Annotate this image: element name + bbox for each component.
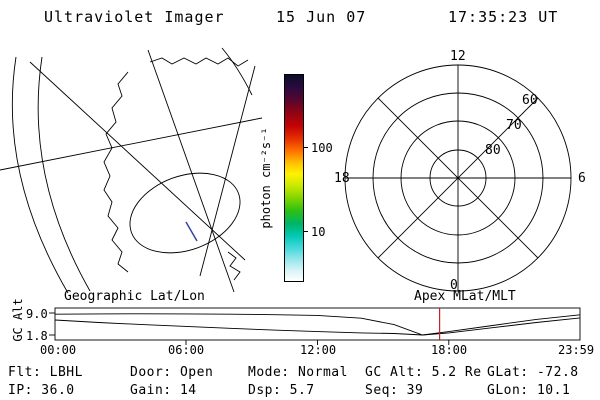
xtick-label-2359: 23:59 bbox=[558, 343, 595, 357]
xtick-label-1800: 18:00 bbox=[431, 343, 468, 357]
status-mode: Mode: Normal bbox=[248, 365, 348, 380]
meridian-line-2 bbox=[147, 49, 235, 293]
mlt-label-6: 6 bbox=[578, 171, 586, 186]
status-dsp: Dsp: 5.7 bbox=[248, 383, 315, 398]
colorbar-tick-10-label: 10 bbox=[311, 225, 326, 239]
ytick-label-1-8: 1.8 bbox=[26, 329, 48, 343]
gc-alt-strip-chart bbox=[49, 307, 581, 345]
fov-ellipse bbox=[129, 172, 241, 254]
date-label: 15 Jun 07 bbox=[276, 8, 367, 26]
left-panel-title: Geographic Lat/Lon bbox=[64, 289, 205, 304]
colorbar-units-label: photon cm⁻²s⁻¹ bbox=[259, 127, 273, 229]
colorbar-tick-100-mark bbox=[303, 147, 308, 148]
colorbar-tick-10-mark bbox=[303, 231, 308, 232]
xtick-label-0000: 00:00 bbox=[40, 343, 77, 357]
latitude-line bbox=[0, 117, 263, 171]
meridian-line-3 bbox=[199, 65, 256, 277]
mlt-label-0: 0 bbox=[450, 278, 458, 293]
status-ip: IP: 36.0 bbox=[8, 383, 75, 398]
geographic-map-panel bbox=[0, 47, 263, 294]
ytick-label-9: 9.0 bbox=[26, 307, 48, 321]
status-glon: GLon: 10.1 bbox=[487, 383, 571, 398]
limb-arc-2 bbox=[37, 56, 91, 292]
mlat-label-60: 60 bbox=[522, 93, 538, 108]
earth-limb-arc bbox=[11, 56, 69, 294]
coastline-east bbox=[227, 251, 241, 281]
status-glat: GLat: -72.8 bbox=[487, 365, 579, 380]
gc-alt-trace-lower bbox=[54, 317, 581, 336]
xtick-label-0600: 06:00 bbox=[168, 343, 205, 357]
strip-ylabel: GC Alt bbox=[11, 298, 25, 342]
coastline-main bbox=[103, 71, 129, 273]
mlat-label-70: 70 bbox=[506, 118, 522, 133]
status-seq: Seq: 39 bbox=[365, 383, 424, 398]
xtick-label-1200: 12:00 bbox=[300, 343, 337, 357]
gc-alt-trace-upper bbox=[54, 313, 581, 336]
app-title: Ultraviolet Imager bbox=[44, 8, 225, 26]
time-label: 17:35:23 UT bbox=[448, 8, 559, 26]
mlat-label-80: 80 bbox=[485, 143, 501, 158]
mlt-label-12: 12 bbox=[450, 49, 466, 64]
colorbar-tick-100-label: 100 bbox=[311, 141, 333, 155]
meridian-arc bbox=[221, 47, 253, 96]
polar-mlat-mlt-panel: 12 18 6 0 60 70 80 bbox=[334, 49, 586, 293]
meridian-line-1 bbox=[29, 61, 246, 261]
mlt-label-18: 18 bbox=[334, 171, 350, 186]
status-gain: Gain: 14 bbox=[130, 383, 197, 398]
status-flt: Flt: LBHL bbox=[8, 365, 83, 380]
orbit-track-segment bbox=[185, 221, 198, 242]
mlt-spoke-diag-2 bbox=[377, 97, 539, 259]
intensity-colorbar bbox=[284, 74, 304, 282]
right-panel-title: Apex MLat/MLT bbox=[414, 289, 516, 304]
status-door: Door: Open bbox=[130, 365, 214, 380]
coastline-north bbox=[149, 57, 249, 67]
status-gc-alt: GC Alt: 5.2 Re bbox=[365, 365, 482, 380]
